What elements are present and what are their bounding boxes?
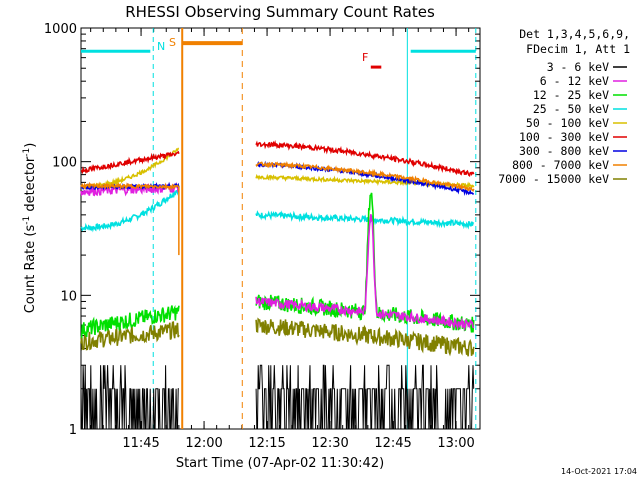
series-trace bbox=[255, 214, 475, 332]
series-trace bbox=[255, 160, 475, 192]
x-tick-label: 12:15 bbox=[248, 436, 285, 451]
legend-label: 800 - 7000 keV bbox=[512, 158, 609, 172]
legend: Det 1,3,4,5,6,9,FDecim 1, Att 1 3 - 6 keV… bbox=[498, 27, 630, 186]
series-trace bbox=[80, 365, 179, 430]
series-group bbox=[80, 139, 475, 430]
legend-label: 3 - 6 keV bbox=[547, 60, 609, 74]
series-25-50-kev bbox=[80, 185, 475, 233]
y-axis-label: Count Rate (s-1 detector-1) bbox=[22, 143, 38, 314]
x-tick-label: 12:00 bbox=[185, 436, 222, 451]
legend-label: 300 - 800 keV bbox=[519, 144, 609, 158]
series-800-7000-kev bbox=[80, 160, 475, 192]
flag-label-night: N bbox=[157, 40, 165, 53]
y-tick-label: 10 bbox=[60, 289, 77, 304]
legend-header: Det 1,3,4,5,6,9, bbox=[519, 27, 630, 41]
flag-label-flare: F bbox=[362, 51, 368, 64]
series-7000-15000-kev bbox=[80, 317, 475, 357]
series-trace bbox=[80, 181, 180, 191]
flag-label-saa: S bbox=[169, 36, 176, 49]
x-tick-label: 13:00 bbox=[437, 436, 474, 451]
series-trace bbox=[255, 317, 475, 357]
x-axis-label: Start Time (07-Apr-02 11:30:42) bbox=[176, 456, 384, 471]
legend-label: 12 - 25 keV bbox=[533, 88, 609, 102]
y-tick-label: 1 bbox=[69, 423, 77, 438]
series-100-300-kev bbox=[80, 139, 475, 178]
y-tick-label: 1000 bbox=[44, 22, 77, 37]
series-trace bbox=[255, 139, 475, 178]
legend-label: 6 - 12 keV bbox=[540, 74, 609, 88]
legend-label: 100 - 300 keV bbox=[519, 130, 609, 144]
x-tick-label: 11:45 bbox=[122, 436, 159, 451]
chart-title: RHESSI Observing Summary Count Rates bbox=[125, 3, 435, 21]
series-trace bbox=[80, 185, 180, 233]
footer-date: 14-Oct-2021 17:04 bbox=[561, 467, 637, 476]
x-tick-label: 12:45 bbox=[374, 436, 411, 451]
series-trace bbox=[80, 321, 180, 351]
x-tick-label: 12:30 bbox=[311, 436, 348, 451]
legend-label: 7000 - 15000 keV bbox=[498, 172, 609, 186]
series-3-6-kev bbox=[80, 364, 475, 430]
series-6-12-kev bbox=[80, 181, 475, 332]
flag-bands bbox=[81, 28, 477, 429]
axis-ticks: 1 10 100 1000 11:45 12:00 12:15 12:30 12:45 13:00 bbox=[44, 22, 480, 451]
series-trace bbox=[80, 150, 180, 175]
y-tick-label: 100 bbox=[52, 156, 77, 171]
series-trace bbox=[255, 210, 475, 230]
series-trace bbox=[255, 364, 475, 430]
legend-label: 25 - 50 keV bbox=[533, 102, 609, 116]
plot-frame bbox=[80, 27, 481, 430]
legend-label: 50 - 100 keV bbox=[526, 116, 609, 130]
legend-header: FDecim 1, Att 1 bbox=[526, 42, 630, 56]
series-trace bbox=[80, 304, 180, 339]
